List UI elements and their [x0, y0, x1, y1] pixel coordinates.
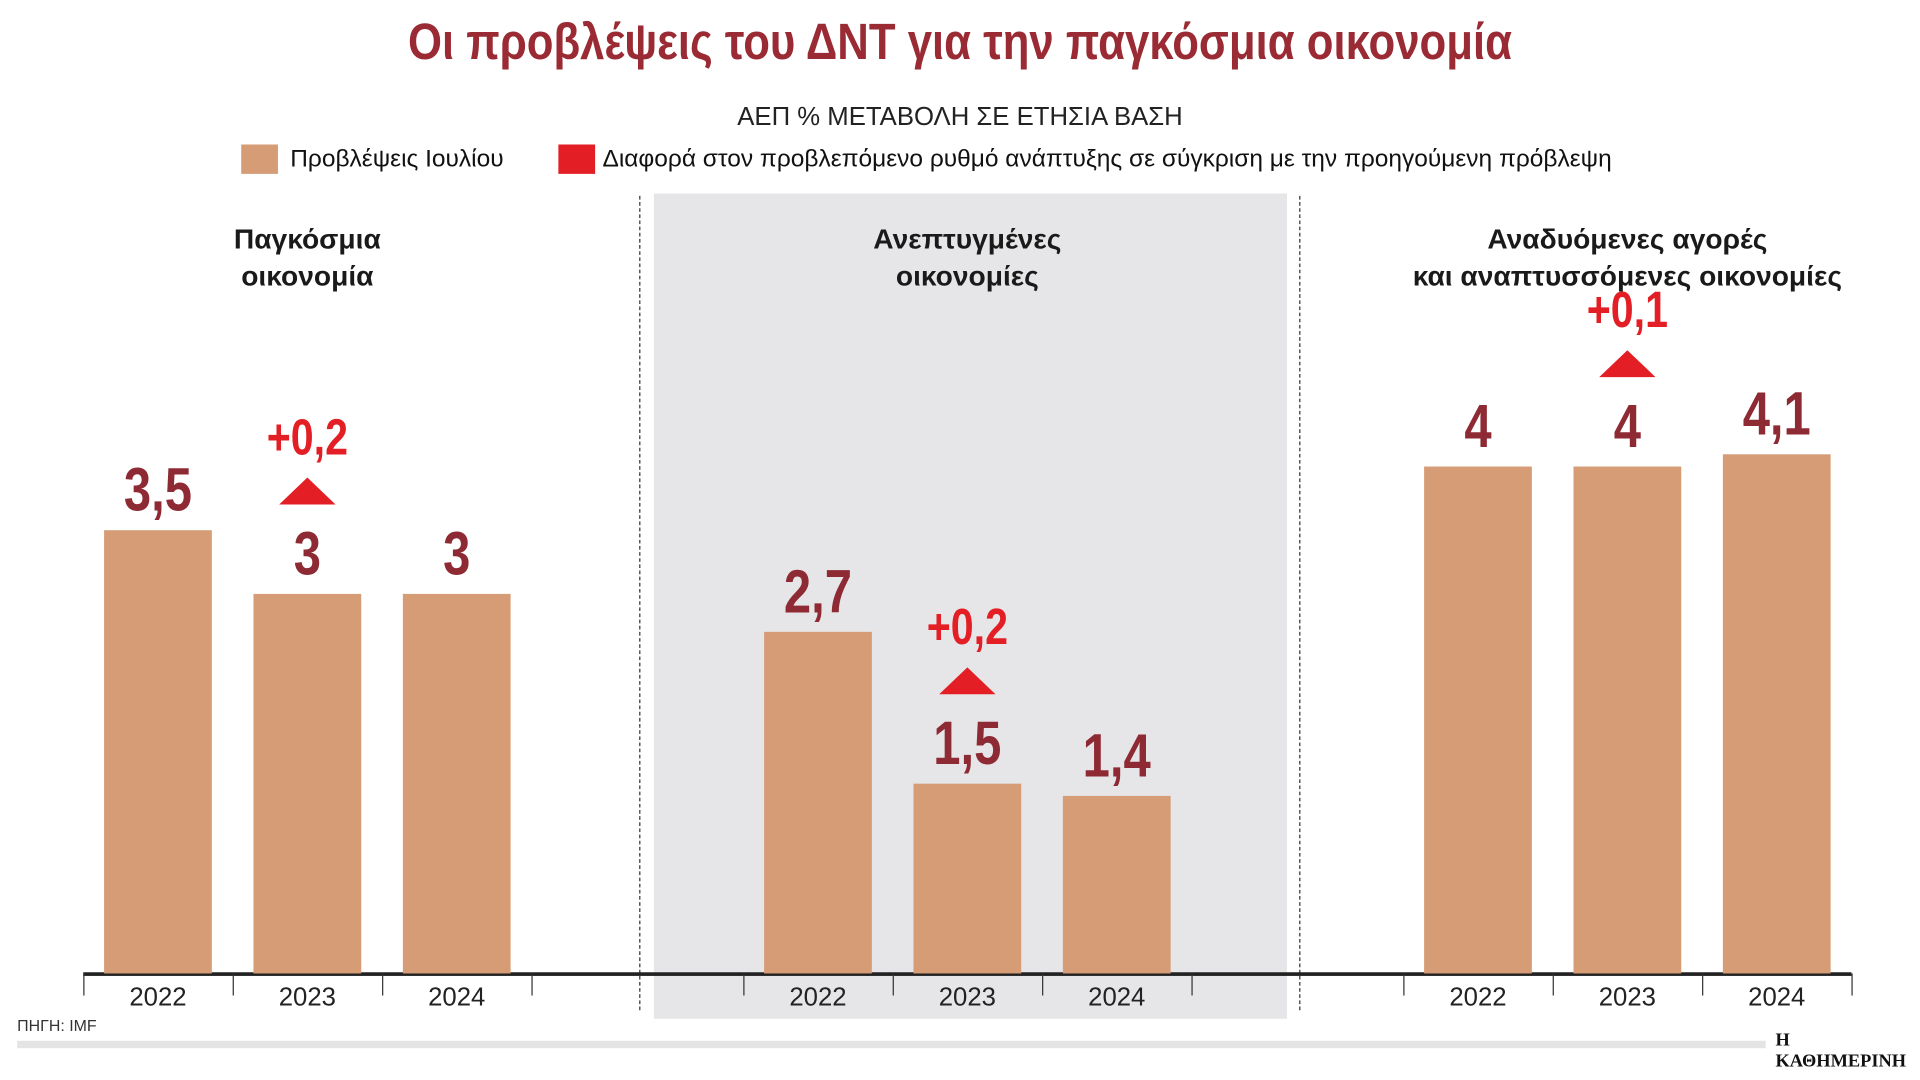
- axis-tick: [1702, 973, 1704, 996]
- data-label: 2,7: [783, 556, 853, 626]
- tick-label: 2024: [1748, 983, 1806, 1012]
- bar-2024: [402, 593, 511, 974]
- data-label: 4: [1464, 392, 1492, 461]
- panel-title: Αναδυόμενες αγορές: [1487, 222, 1768, 255]
- legend-swatch-forecast: [241, 144, 278, 174]
- chart-subtitle: ΑΕΠ % ΜΕΤΑΒΟΛΗ ΣΕ ΕΤΗΣΙΑ ΒΑΣΗ: [737, 102, 1183, 132]
- data-label: 1,5: [933, 708, 1002, 778]
- bar-2024: [1722, 454, 1831, 974]
- legend-label: Διαφορά στον προβλεπόμενο ρυθμό ανάπτυξη…: [602, 145, 1612, 173]
- panel-title: Παγκόσμια: [233, 222, 381, 255]
- tick-label: 2022: [129, 983, 187, 1012]
- axis-tick: [232, 973, 234, 996]
- tick-label: 2024: [1088, 983, 1146, 1012]
- chart-title: Οι προβλέψεις του ΔΝΤ για την παγκόσμια …: [407, 12, 1513, 70]
- bar-2023: [253, 593, 362, 974]
- axis-tick: [1851, 973, 1853, 996]
- data-label: 4,1: [1742, 379, 1811, 449]
- x-axis: [83, 972, 1852, 976]
- divider: [1299, 195, 1301, 1011]
- divider: [639, 195, 641, 1011]
- bar-2022: [764, 631, 872, 974]
- footer-bar: [17, 1040, 1766, 1049]
- delta-label: +0,2: [266, 407, 348, 466]
- tick-label: 2023: [278, 983, 336, 1012]
- up-triangle-icon: [1599, 350, 1656, 378]
- axis-tick: [1403, 973, 1405, 996]
- axis-tick: [1191, 973, 1193, 996]
- bar-2022: [104, 530, 212, 974]
- panel-title: Ανεπτυγμένες: [873, 222, 1062, 255]
- axis-tick: [83, 973, 85, 996]
- source-note: ΠΗΓΗ: IMF: [17, 1016, 97, 1035]
- panel-title: οικονομίες: [895, 259, 1039, 292]
- axis-tick: [1042, 973, 1044, 996]
- data-label: 3: [443, 518, 471, 588]
- tick-label: 2022: [1449, 983, 1507, 1012]
- bar-2023: [913, 783, 1022, 974]
- tick-label: 2023: [1598, 983, 1656, 1012]
- data-label: 3,5: [123, 455, 193, 525]
- legend-item-forecast: Προβλέψεις Ιουλίου: [241, 144, 504, 174]
- legend-swatch-difference: [558, 144, 596, 174]
- delta-label: +0,1: [1586, 280, 1668, 339]
- panel-title: και αναπτυσσόμενες οικονομίες: [1412, 259, 1843, 292]
- bar-2022: [1424, 467, 1532, 974]
- legend-item-difference: Διαφορά στον προβλεπόμενο ρυθμό ανάπτυξη…: [558, 144, 1612, 174]
- brand-logo: Η ΚΑΘΗΜΕΡΙΝΗ: [1775, 1031, 1907, 1072]
- data-label: 4: [1613, 392, 1641, 461]
- delta-label: +0,2: [926, 597, 1008, 655]
- tick-label: 2024: [428, 983, 486, 1012]
- up-triangle-icon: [279, 477, 336, 505]
- tick-label: 2023: [938, 983, 996, 1012]
- data-label: 3: [293, 518, 321, 588]
- axis-tick: [382, 973, 384, 996]
- tick-label: 2022: [789, 983, 847, 1012]
- panel-title: οικονομία: [241, 259, 374, 292]
- bar-2024: [1062, 796, 1171, 974]
- legend-label: Προβλέψεις Ιουλίου: [290, 145, 504, 173]
- axis-tick: [892, 973, 894, 996]
- axis-tick: [743, 973, 745, 996]
- bar-2023: [1573, 467, 1682, 974]
- data-label: 1,4: [1082, 721, 1151, 791]
- axis-tick: [1552, 973, 1554, 996]
- axis-tick: [531, 973, 533, 996]
- up-triangle-icon: [939, 667, 996, 695]
